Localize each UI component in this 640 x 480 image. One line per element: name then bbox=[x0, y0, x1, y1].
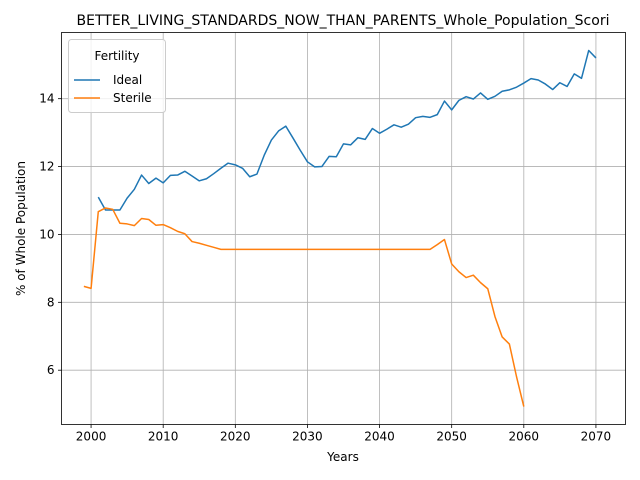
y-tick-label: 6 bbox=[47, 363, 55, 377]
x-tick-label: 2000 bbox=[76, 430, 107, 444]
y-tick-label: 14 bbox=[39, 92, 54, 106]
y-tick-label: 10 bbox=[39, 227, 54, 241]
x-axis-label: Years bbox=[326, 450, 359, 464]
legend-frame bbox=[68, 39, 166, 113]
y-axis-label: % of Whole Population bbox=[14, 161, 28, 296]
x-tick-label: 2040 bbox=[364, 430, 395, 444]
x-tick-label: 2070 bbox=[581, 430, 612, 444]
legend: Fertility Ideal Sterile bbox=[68, 39, 166, 113]
series-line-ideal bbox=[97, 49, 597, 211]
legend-label-ideal: Ideal bbox=[113, 73, 142, 87]
legend-title: Fertility bbox=[94, 49, 139, 63]
series-line-sterile bbox=[83, 207, 525, 407]
y-axis-ticks: 6 8 10 12 14 bbox=[39, 92, 62, 377]
x-tick-label: 2060 bbox=[509, 430, 540, 444]
x-tick-label: 2020 bbox=[220, 430, 251, 444]
y-tick-label: 12 bbox=[39, 160, 54, 174]
series-lines bbox=[83, 49, 597, 407]
x-tick-label: 2050 bbox=[436, 430, 467, 444]
x-tick-label: 2010 bbox=[148, 430, 179, 444]
y-tick-label: 8 bbox=[47, 295, 55, 309]
chart-title: BETTER_LIVING_STANDARDS_NOW_THAN_PARENTS… bbox=[77, 13, 610, 29]
x-tick-label: 2030 bbox=[292, 430, 323, 444]
grid bbox=[61, 32, 626, 425]
plot-frame bbox=[61, 32, 626, 425]
legend-label-sterile: Sterile bbox=[113, 91, 152, 105]
x-axis-ticks: 2000 2010 2020 2030 2040 2050 2060 2070 bbox=[76, 424, 612, 444]
